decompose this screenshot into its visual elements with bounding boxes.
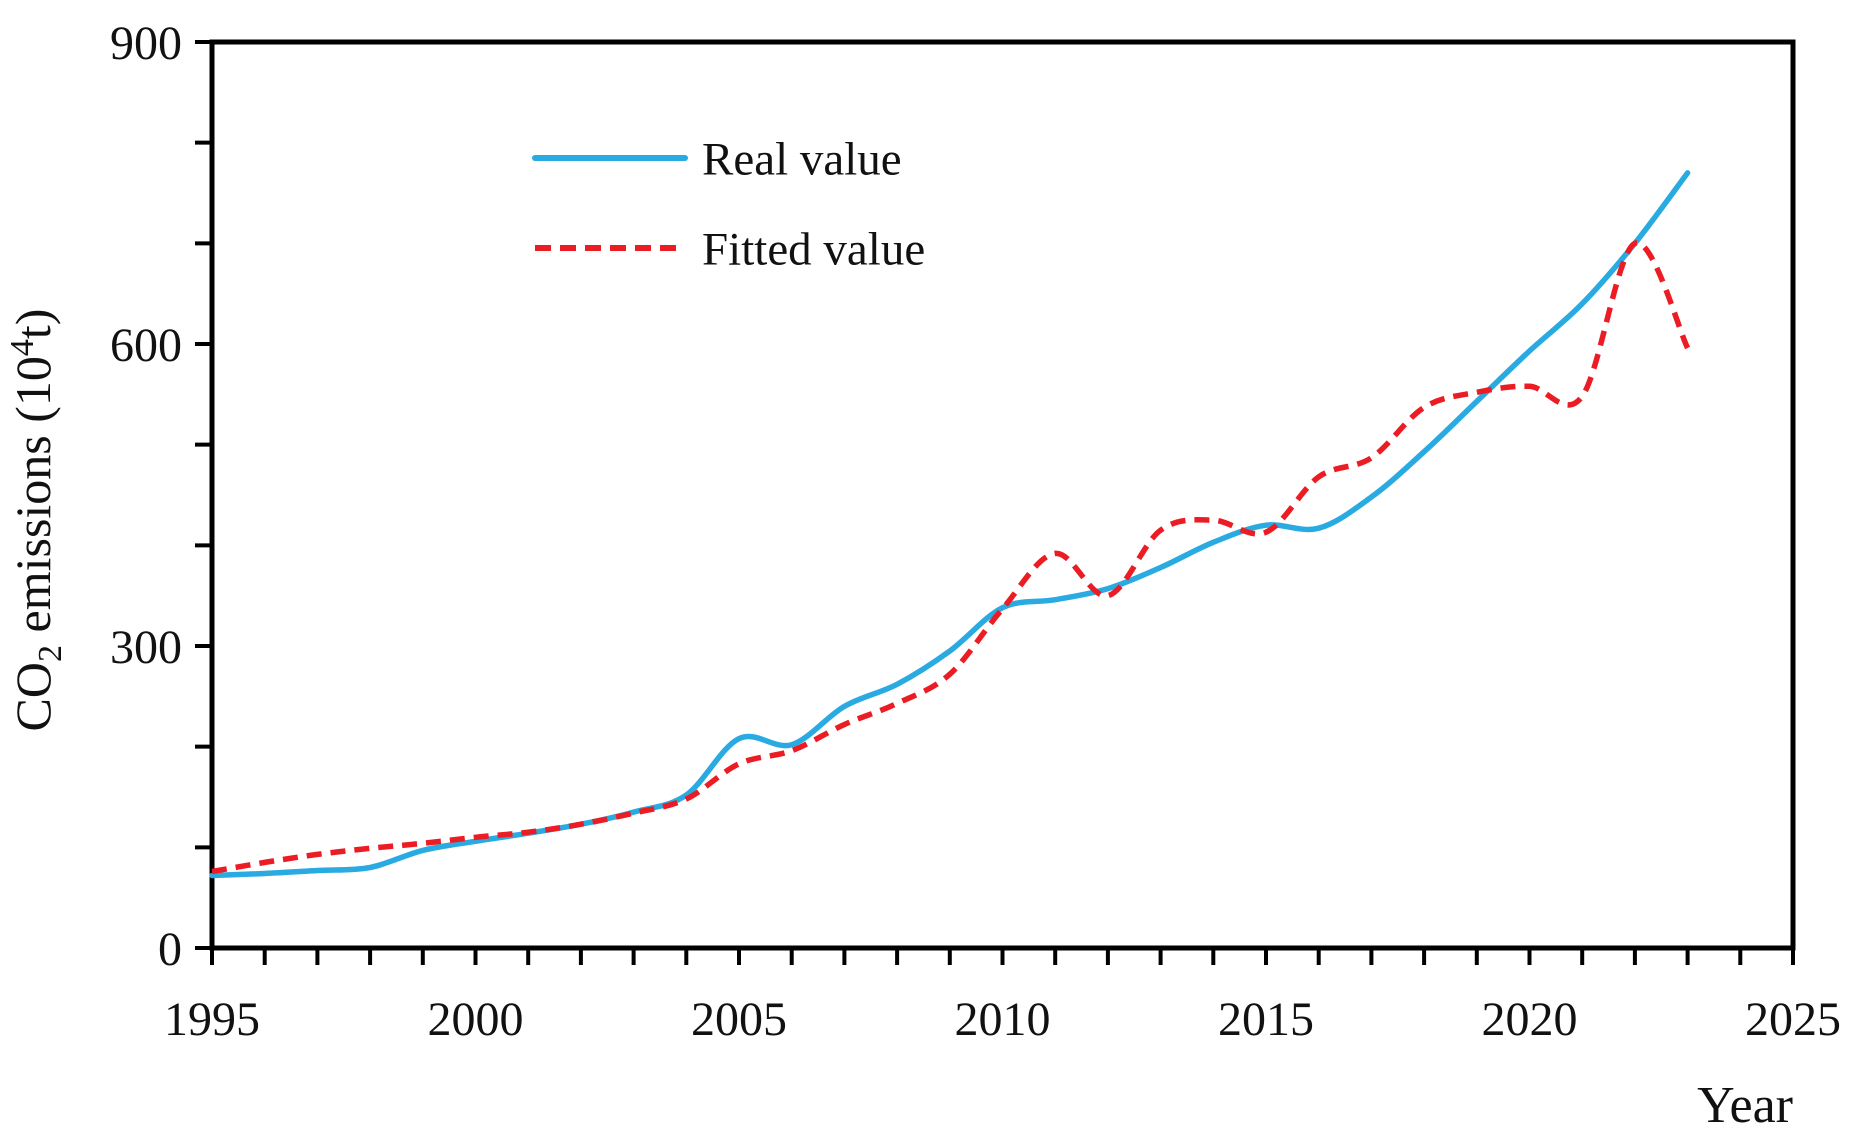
y-tick-label: 900	[110, 17, 182, 70]
y-axis-ticks	[195, 40, 212, 950]
x-tick-label: 2000	[428, 993, 524, 1046]
x-tick-label: 2005	[691, 993, 787, 1046]
x-axis-tick-labels: 1995 2000 2005 2010 2015 2020 2025	[164, 993, 1841, 1046]
legend-real-label: Real value	[702, 133, 902, 185]
x-tick-label: 2015	[1218, 993, 1314, 1046]
x-tick-label: 2020	[1482, 993, 1578, 1046]
y-axis-title: CO2 emissions (104t)	[4, 309, 69, 732]
y-tick-label: 300	[110, 621, 182, 674]
x-axis-title: Year	[1697, 1077, 1793, 1134]
x-tick-label: 2025	[1745, 993, 1841, 1046]
legend-fitted-label: Fitted value	[702, 223, 925, 275]
x-axis-ticks	[210, 948, 1795, 965]
y-title-superscript: 4	[4, 339, 41, 356]
x-tick-label: 2010	[955, 993, 1051, 1046]
y-axis-tick-labels: 0 300 600 900	[110, 17, 182, 976]
y-title-subscript: 2	[32, 645, 69, 662]
x-tick-label: 1995	[164, 993, 260, 1046]
y-title-middle: emissions (10	[5, 356, 61, 645]
series-line-fitted-value	[211, 240, 1691, 875]
y-tick-label: 600	[110, 319, 182, 372]
plot-border	[209, 39, 1796, 951]
series-line-real-value	[209, 170, 1691, 879]
y-title-prefix: CO	[5, 662, 61, 731]
data-series-lines	[209, 170, 1691, 879]
y-tick-label: 0	[158, 923, 182, 976]
y-title-suffix: t)	[5, 309, 61, 340]
legend: Real value Fitted value	[532, 133, 925, 275]
